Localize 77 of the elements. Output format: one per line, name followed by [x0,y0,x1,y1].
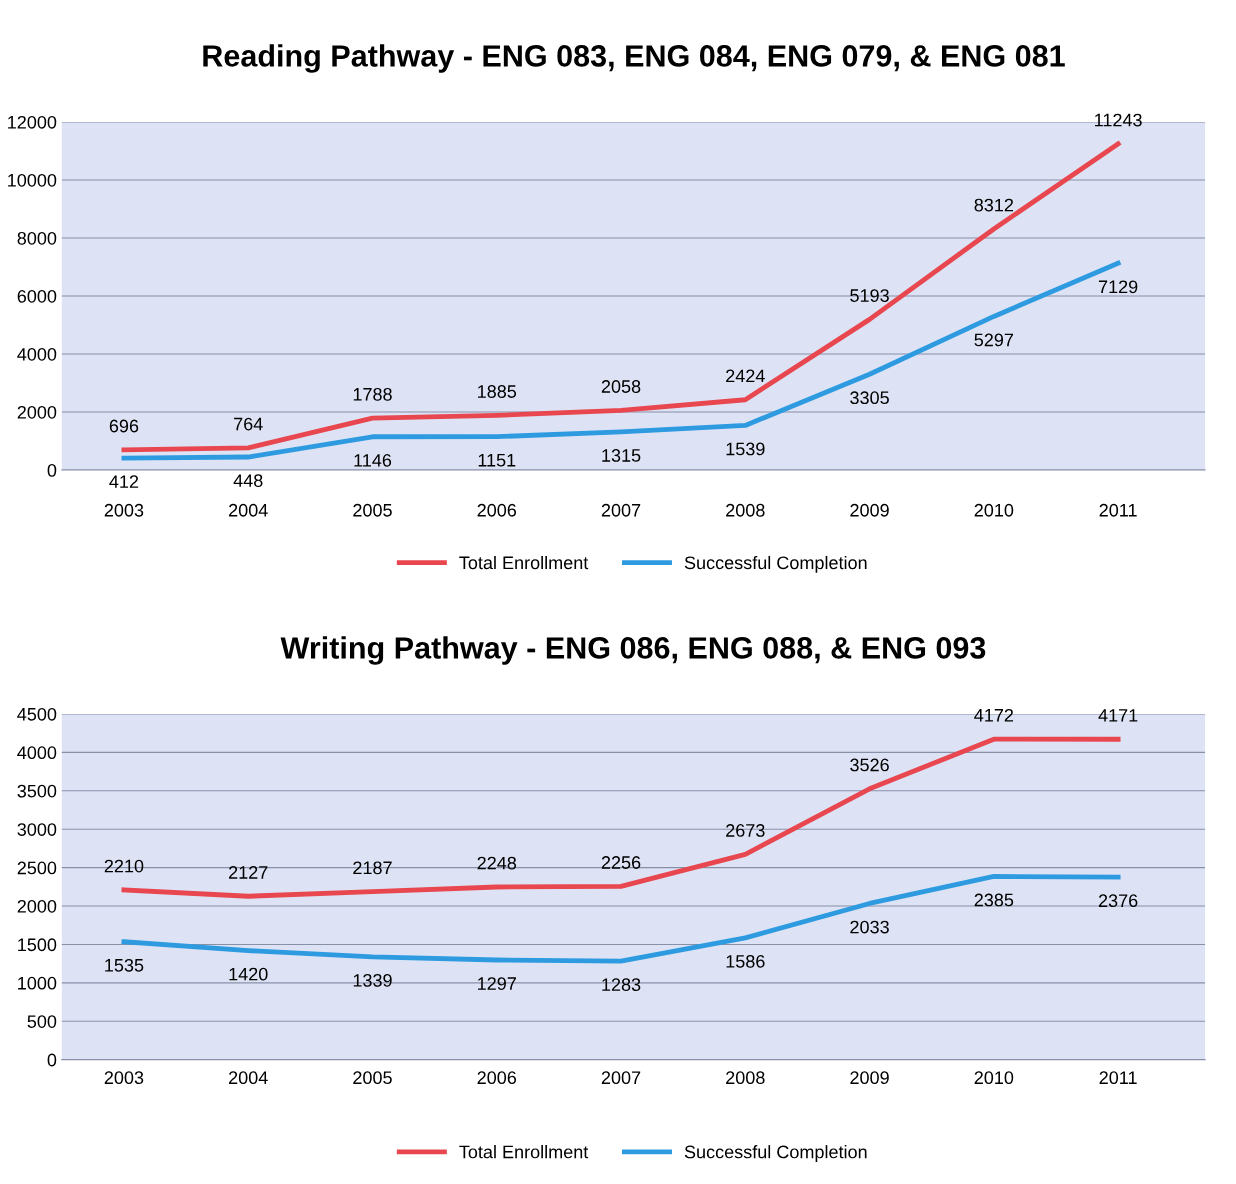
data-label: 1315 [602,449,641,462]
data-label: 5297 [974,333,1014,347]
data-label: 1420 [229,967,268,981]
data-label: 2673 [726,824,765,837]
y-tick-label: 6000 [17,289,57,303]
x-tick-label: 2006 [477,1071,517,1085]
y-tick-label: 2000 [17,405,57,419]
data-label: 8312 [974,198,1014,212]
y-tick-label: 2000 [17,899,57,913]
data-label: 1339 [353,973,392,987]
data-label: 2248 [477,856,517,870]
data-label: 2127 [229,866,268,879]
y-tick-label: 4000 [17,746,57,760]
chart-title: Reading Pathway - ENG 083, ENG 084, ENG 079, & ENG 081 [203,44,1065,73]
x-tick-label: 2010 [974,503,1014,517]
y-tick-label: 1500 [18,938,57,952]
x-tick-label: 2007 [601,503,641,517]
chart-title: Writing Pathway - ENG 086, ENG 088, & ENG 093 [280,636,986,665]
data-label: 7129 [1098,280,1138,294]
data-label: 3526 [850,758,889,772]
data-label: 764 [234,417,263,431]
legend-label: Total Enrollment [459,1145,589,1159]
x-tick-label: 2005 [353,1071,392,1085]
data-label: 3305 [850,391,889,405]
data-label: 2210 [104,859,144,873]
x-tick-label: 2004 [229,1071,268,1085]
data-label: 1535 [105,958,144,972]
x-tick-label: 2007 [601,1071,641,1085]
data-label: 4171 [1098,709,1138,722]
data-label: 4172 [974,708,1014,722]
x-tick-label: 2011 [1099,503,1137,517]
y-tick-label: 1000 [18,976,57,990]
x-tick-label: 2003 [104,503,144,517]
data-label: 11243 [1095,113,1142,127]
x-tick-label: 2003 [104,1071,144,1085]
x-tick-label: 2009 [850,1071,889,1085]
y-tick-label: 0 [47,1053,57,1067]
y-tick-label: 0 [47,463,57,477]
data-label: 1885 [478,385,517,398]
data-label: 2256 [601,856,641,869]
y-tick-label: 8000 [17,231,57,245]
data-label: 2187 [353,861,392,875]
data-label: 412 [109,475,139,488]
y-tick-label: 2500 [17,861,57,875]
data-label: 696 [109,419,139,433]
y-tick-label: 12000 [8,115,57,129]
x-tick-label: 2011 [1099,1071,1137,1085]
data-label: 1788 [353,387,392,401]
data-label: 2033 [850,920,889,934]
y-tick-label: 4000 [17,347,57,361]
data-label: 2058 [601,380,641,393]
data-label: 1586 [726,954,765,968]
x-tick-label: 2005 [353,503,392,517]
x-tick-label: 2006 [477,503,517,517]
y-tick-label: 3500 [17,784,57,798]
data-label: 1151 [478,453,516,467]
data-label: 2424 [726,369,765,383]
x-tick-label: 2004 [229,503,268,517]
y-tick-label: 10000 [8,173,57,187]
y-tick-label: 500 [27,1015,57,1028]
legend-label: Total Enrollment [459,555,589,570]
data-label: 1539 [726,442,765,456]
y-tick-label: 3000 [17,823,57,836]
data-label: 2385 [974,893,1014,907]
data-label: 448 [233,474,263,487]
x-tick-label: 2009 [850,503,889,517]
x-tick-label: 2008 [726,1071,765,1085]
data-label: 1297 [478,977,516,990]
x-tick-label: 2008 [726,503,765,517]
data-label: 5193 [850,289,889,302]
x-tick-label: 2010 [974,1071,1014,1085]
legend-label: Successful Completion [684,1145,867,1162]
data-label: 1146 [354,453,392,467]
data-label: 2376 [1098,894,1138,908]
y-tick-label: 4500 [17,707,57,721]
data-label: 1283 [602,978,641,992]
legend-label: Successful Completion [684,555,867,573]
